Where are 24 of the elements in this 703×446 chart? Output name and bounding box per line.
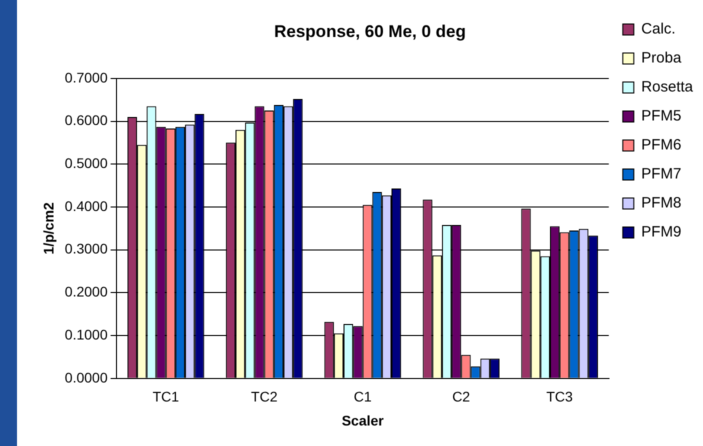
legend-label: PFM8: [641, 194, 682, 212]
x-axis-title: Scaler: [342, 412, 384, 428]
x-tick-label: TC2: [251, 388, 278, 405]
legend-label: Calc.: [641, 20, 676, 38]
y-axis-title: 1/p/cm2: [40, 202, 56, 254]
chart-title: Response, 60 Me, 0 deg: [274, 22, 466, 41]
legend-label: Proba: [641, 50, 682, 67]
legend-label: Rosetta: [641, 78, 694, 96]
y-tick-label: 0.5000: [64, 154, 108, 171]
legend-label: PFM9: [641, 224, 682, 241]
y-tick-label: 0.6000: [64, 112, 108, 128]
x-tick-label: TC3: [546, 388, 574, 405]
legend-label: PFM5: [641, 108, 682, 125]
x-tick-label: C1: [354, 388, 372, 405]
y-tick-label: 0.1000: [64, 326, 108, 342]
y-tick-label: 0.0000: [64, 369, 108, 386]
x-tick-label: TC1: [152, 388, 180, 405]
legend-label: PFM7: [641, 166, 682, 183]
legend-label: PFM6: [641, 136, 682, 154]
y-tick-label: 0.3000: [64, 240, 108, 257]
y-tick-label: 0.4000: [64, 198, 108, 214]
y-tick-label: 0.2000: [64, 284, 108, 300]
y-tick-label: 0.7000: [64, 69, 108, 86]
x-tick-label: C2: [452, 388, 470, 405]
